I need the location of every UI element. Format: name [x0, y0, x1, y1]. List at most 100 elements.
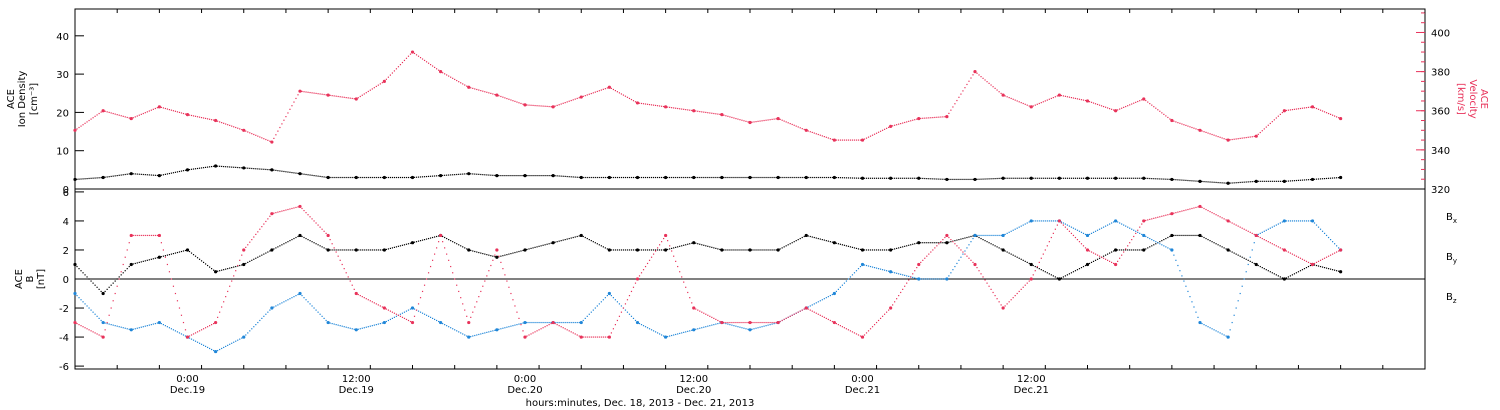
velocity-series-point	[1254, 134, 1258, 138]
bz-series-dot	[873, 324, 876, 326]
bx-series-dot	[731, 249, 733, 251]
bz-series-dot	[263, 223, 265, 225]
bx-series-dot	[956, 239, 958, 241]
velocity-series-point	[860, 138, 865, 142]
bz-series-dot	[417, 303, 420, 305]
bx-series-dot	[377, 249, 379, 251]
bz-series-dot	[438, 241, 440, 243]
bz-series-dot	[261, 226, 263, 228]
bx-series-dot	[92, 282, 94, 284]
by-series-point	[382, 320, 386, 325]
bx-series-dot	[755, 249, 757, 251]
bx-series-dot	[1289, 275, 1292, 277]
velocity-series-dot	[986, 81, 988, 83]
bz-series-dot	[896, 298, 898, 300]
by-series-dot	[606, 294, 608, 297]
time-tick-label: 0:00	[851, 374, 873, 385]
by-series-dot	[548, 321, 550, 324]
bx-series-dot	[265, 252, 267, 254]
by-series-dot	[1221, 333, 1223, 335]
velocity-series-dot	[249, 132, 251, 134]
by-series-dot	[182, 334, 185, 336]
bx-series-dot	[795, 240, 797, 242]
density-series-dot	[910, 177, 912, 179]
velocity-series-dot	[1259, 131, 1261, 134]
bx-series-dot	[466, 248, 468, 250]
bz-series-dot	[646, 262, 649, 265]
bz-series-dot	[349, 280, 351, 282]
density-series-dot	[984, 178, 986, 180]
by-series-dot	[1141, 233, 1143, 236]
by-series-dot	[642, 325, 645, 327]
bz-series-dot	[588, 336, 590, 338]
density-series-dot	[293, 172, 295, 174]
bx-series-dot	[176, 251, 179, 254]
velocity-series-dot	[122, 115, 124, 117]
density-series-dot	[154, 174, 156, 176]
bx-series-dot	[1191, 234, 1193, 237]
bz-series-dot	[992, 291, 994, 294]
density-series-dot	[219, 165, 221, 167]
velocity-series-dot	[225, 123, 227, 125]
bz-series-dot	[188, 335, 191, 337]
velocity-series-dot	[604, 88, 606, 90]
bx-series-dot	[337, 249, 339, 251]
velocity-series-dot	[516, 101, 518, 103]
velocity-series-dot	[560, 103, 562, 105]
velocity-series-dot	[622, 94, 625, 96]
bx-series-dot	[801, 236, 803, 239]
velocity-series-point	[832, 138, 836, 142]
bz-series-dot	[875, 321, 878, 324]
velocity-series-dot	[612, 88, 614, 91]
bx-series-dot	[1123, 249, 1125, 251]
density-series-dot	[831, 176, 833, 179]
bx-series-point	[214, 270, 218, 274]
bz-series-dot	[1141, 223, 1143, 225]
bz-series-dot	[401, 316, 404, 318]
bx-series-dot	[116, 278, 118, 280]
velocity-series-dot	[679, 108, 681, 110]
bz-series-dot	[755, 321, 757, 324]
by-series-dot	[112, 324, 114, 326]
bx-series-dot	[644, 249, 647, 251]
density-series-dot	[779, 176, 781, 179]
bx-series-dot	[114, 280, 116, 282]
velocity-series-dot	[351, 97, 353, 100]
bz-series-dot	[638, 275, 641, 277]
velocity-series-dot	[926, 117, 928, 119]
density-series-dot	[1072, 177, 1075, 179]
bz-series-dot	[444, 247, 446, 249]
density-series-point	[720, 175, 724, 180]
bz-series-dot	[928, 253, 930, 255]
bx-series-dot	[992, 244, 994, 246]
bz-series-dot	[522, 330, 524, 332]
velocity-series-dot	[936, 116, 938, 118]
velocity-series-dot	[76, 128, 78, 130]
bx-series-dot	[1141, 249, 1143, 251]
bz-series-dot	[265, 220, 267, 223]
density-series-dot	[741, 176, 743, 179]
bz-series-dot	[387, 309, 389, 311]
density-series-dot	[1197, 180, 1199, 182]
velocity-series-dot	[1281, 111, 1283, 114]
velocity-series-dot	[1064, 95, 1067, 97]
density-series-dot	[1277, 180, 1279, 182]
velocity-series-dot	[144, 112, 146, 114]
velocity-series-dot	[323, 93, 325, 96]
by-series-point	[748, 328, 752, 332]
bz-series-dot	[908, 279, 910, 281]
density-series-dot	[349, 176, 351, 179]
velocity-series-point	[945, 115, 949, 119]
bx-series-dot	[1082, 265, 1085, 268]
density-series-dot	[825, 176, 827, 179]
by-series-dot	[269, 309, 271, 311]
by-series-dot	[291, 297, 293, 299]
bz-series-dot	[84, 327, 86, 329]
density-series-dot	[522, 174, 524, 177]
bx-series-dot	[769, 249, 771, 251]
bz-series-dot	[391, 311, 394, 313]
bz-series-dot	[1078, 241, 1081, 243]
density-series-dot	[558, 175, 560, 177]
density-series-dot	[928, 178, 930, 180]
by-series-dot	[144, 325, 146, 327]
